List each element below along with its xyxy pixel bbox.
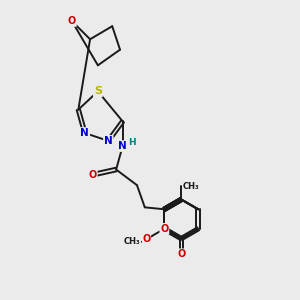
Text: S: S [94, 86, 102, 96]
Text: CH₃: CH₃ [183, 182, 199, 191]
Text: O: O [160, 224, 169, 234]
Text: O: O [177, 249, 185, 259]
Text: O: O [68, 16, 76, 26]
Text: N: N [80, 128, 89, 138]
Text: N: N [118, 141, 127, 151]
Text: CH₃: CH₃ [124, 237, 140, 246]
Text: N: N [104, 136, 113, 146]
Text: O: O [88, 170, 97, 180]
Text: O: O [142, 234, 151, 244]
Text: H: H [128, 139, 136, 148]
